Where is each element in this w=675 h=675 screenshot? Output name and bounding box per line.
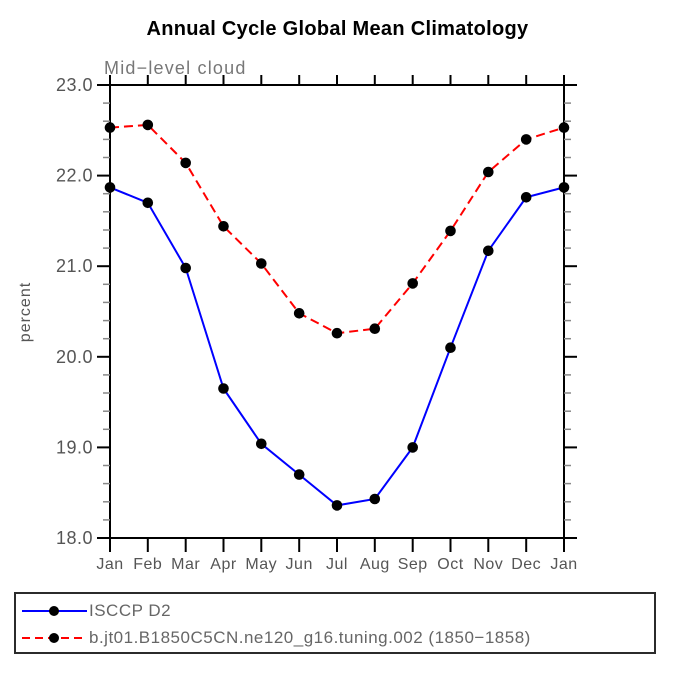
data-point (255, 258, 267, 269)
plot-frame (109, 84, 565, 539)
legend-line-sample (22, 632, 87, 643)
chart-subtitle: Mid−level cloud (104, 58, 247, 78)
x-tick-label: Dec (511, 556, 541, 573)
data-point (331, 327, 343, 339)
x-tick-label: May (245, 556, 277, 573)
x-tick-label: Oct (437, 556, 463, 573)
y-tick-label: 19.0 (56, 437, 93, 457)
data-point (142, 119, 154, 131)
x-tick-label: Nov (473, 556, 503, 573)
data-point (445, 225, 456, 237)
x-tick-label: Aug (360, 556, 390, 573)
x-tick-label: Sep (398, 556, 428, 573)
data-point (180, 262, 191, 274)
data-point (104, 182, 116, 193)
data-point (331, 500, 343, 511)
data-point (558, 122, 570, 133)
data-point (558, 182, 570, 193)
series-line-1 (109, 123, 565, 335)
legend-item: b.jt01.B1850C5CN.ne120_g16.tuning.002 (1… (21, 624, 654, 651)
y-tick-label: 23.0 (56, 75, 93, 95)
y-tick-label: 21.0 (56, 256, 93, 276)
data-point (218, 383, 229, 394)
x-tick-label: Feb (133, 556, 162, 573)
data-point (520, 192, 532, 203)
data-point (483, 166, 494, 178)
data-point (445, 342, 456, 354)
chart-title: Annual Cycle Global Mean Climatology (146, 18, 529, 40)
data-point (180, 157, 191, 169)
x-tick-label: Jun (286, 556, 313, 573)
data-point (369, 323, 381, 335)
x-tick-label: Jan (550, 556, 577, 573)
legend-label: b.jt01.B1850C5CN.ne120_g16.tuning.002 (1… (89, 627, 531, 647)
x-tick-label: Mar (171, 556, 200, 573)
data-point (218, 221, 229, 232)
data-point (293, 469, 305, 480)
y-tick-label: 18.0 (56, 528, 93, 548)
data-point (104, 122, 116, 133)
data-point (407, 278, 419, 289)
series-line-0 (109, 186, 565, 507)
data-point (369, 493, 381, 505)
data-point (483, 245, 494, 257)
legend-marker-dot (49, 605, 59, 616)
legend-line-sample (22, 605, 87, 616)
x-tick-label: Jan (96, 556, 123, 573)
data-point (255, 438, 267, 450)
y-tick-label: 22.0 (56, 166, 93, 186)
data-point (142, 197, 154, 209)
legend-item: ISCCP D2 (21, 597, 654, 624)
y-tick-label: 20.0 (56, 347, 93, 367)
x-tick-label: Apr (210, 556, 237, 573)
legend-marker-dot (49, 632, 59, 643)
data-point (407, 442, 419, 453)
legend-box: ISCCP D2 b.jt01.B1850C5CN.ne120_g16.tuni… (14, 592, 656, 654)
data-point (520, 134, 532, 145)
legend-label: ISCCP D2 (89, 600, 172, 620)
x-tick-label: Jul (326, 556, 348, 573)
data-point (293, 308, 305, 319)
